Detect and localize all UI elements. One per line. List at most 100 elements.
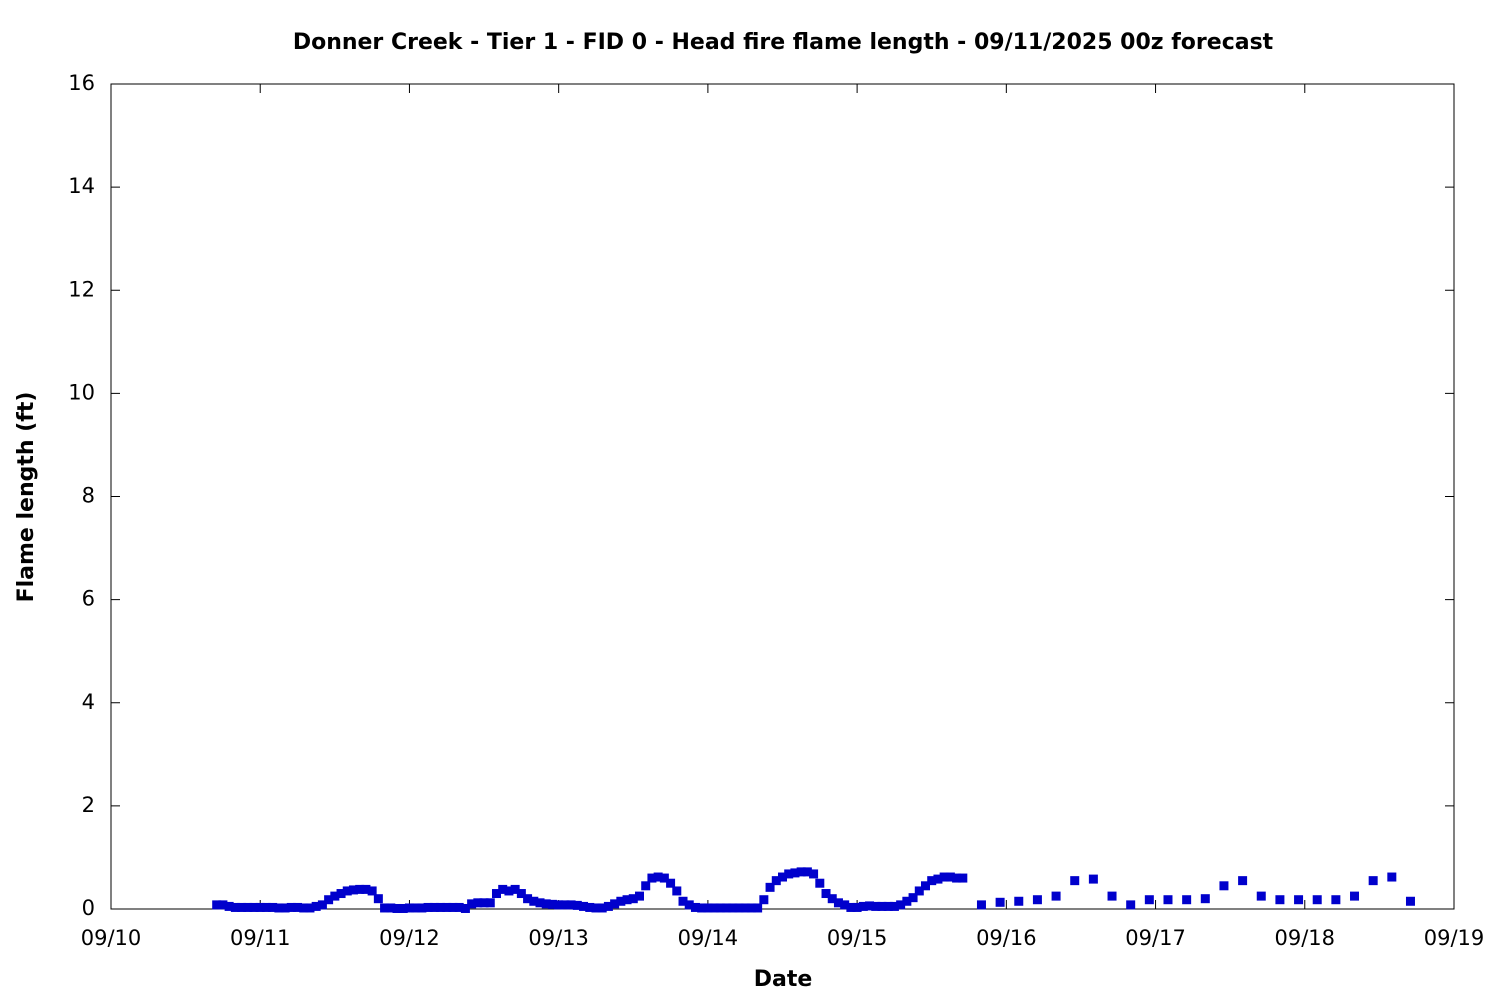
point xyxy=(572,900,582,910)
point xyxy=(746,903,756,913)
x-tick-label: 09/15 xyxy=(827,926,888,950)
point xyxy=(610,899,620,909)
point xyxy=(666,878,676,888)
point xyxy=(945,872,955,882)
point xyxy=(821,889,831,899)
y-tick-label: 10 xyxy=(68,380,95,404)
point xyxy=(597,903,607,913)
point xyxy=(1219,881,1229,891)
point xyxy=(442,902,452,912)
point xyxy=(952,873,962,883)
point xyxy=(1070,876,1080,886)
point xyxy=(883,901,893,911)
chart-title: Donner Creek - Tier 1 - FID 0 - Head fir… xyxy=(293,30,1274,55)
point xyxy=(784,869,794,879)
point xyxy=(311,901,321,911)
point xyxy=(815,878,825,888)
point xyxy=(286,902,296,912)
point xyxy=(367,886,377,896)
point xyxy=(958,873,968,883)
point xyxy=(914,886,924,896)
point xyxy=(380,903,390,913)
point xyxy=(330,891,340,901)
point xyxy=(579,901,589,911)
point xyxy=(554,900,564,910)
point xyxy=(759,895,769,905)
point xyxy=(479,898,489,908)
y-tick-label: 4 xyxy=(82,690,95,714)
point xyxy=(827,894,837,904)
point xyxy=(268,902,278,912)
point xyxy=(896,900,906,910)
y-tick-label: 0 xyxy=(82,896,95,920)
point xyxy=(939,872,949,882)
point xyxy=(927,876,937,886)
point xyxy=(1294,895,1304,905)
point xyxy=(653,872,663,882)
y-tick-label: 8 xyxy=(82,484,95,508)
point xyxy=(921,881,931,891)
point xyxy=(765,882,775,892)
x-axis-label: Date xyxy=(754,967,813,992)
point xyxy=(535,898,545,908)
x-tick-label: 09/11 xyxy=(230,926,291,950)
point xyxy=(460,903,470,913)
point xyxy=(933,874,943,884)
point xyxy=(411,903,421,913)
point xyxy=(840,900,850,910)
point xyxy=(722,903,732,913)
point xyxy=(703,903,713,913)
point xyxy=(778,872,787,882)
point xyxy=(1275,895,1285,905)
point xyxy=(293,902,303,912)
point xyxy=(373,894,383,904)
point xyxy=(324,895,334,905)
point xyxy=(585,902,595,912)
point xyxy=(516,889,526,899)
x-tick-label: 09/17 xyxy=(1125,926,1186,950)
point xyxy=(305,903,315,913)
point xyxy=(417,903,427,913)
y-tick-label: 16 xyxy=(68,71,95,95)
point xyxy=(771,876,781,886)
x-tick-label: 09/18 xyxy=(1275,926,1336,950)
point xyxy=(641,881,651,891)
point xyxy=(846,902,856,912)
point xyxy=(473,898,483,908)
point xyxy=(1144,895,1154,905)
point xyxy=(261,902,271,912)
point xyxy=(1331,895,1341,905)
point xyxy=(995,897,1005,907)
point xyxy=(491,889,501,899)
point xyxy=(858,901,868,911)
point xyxy=(908,893,918,903)
point xyxy=(237,902,247,912)
x-tick-label: 09/16 xyxy=(976,926,1037,950)
point xyxy=(529,896,539,906)
point xyxy=(429,902,439,912)
y-axis-label: Flame length (ft) xyxy=(14,392,39,603)
point xyxy=(386,903,396,913)
point xyxy=(1238,876,1248,886)
point xyxy=(361,884,371,894)
point xyxy=(622,895,632,905)
point xyxy=(243,902,253,912)
point xyxy=(871,901,881,911)
point xyxy=(728,903,738,913)
point xyxy=(697,903,707,913)
point xyxy=(342,886,352,896)
point xyxy=(348,885,358,895)
point xyxy=(541,899,551,909)
point xyxy=(709,903,719,913)
point xyxy=(355,884,365,894)
point xyxy=(547,899,557,909)
point xyxy=(734,903,744,913)
point xyxy=(1014,896,1024,906)
point xyxy=(317,900,327,910)
point xyxy=(1368,876,1378,886)
y-tick-label: 6 xyxy=(82,587,95,611)
point xyxy=(833,898,843,908)
point xyxy=(224,901,234,911)
point xyxy=(454,902,464,912)
